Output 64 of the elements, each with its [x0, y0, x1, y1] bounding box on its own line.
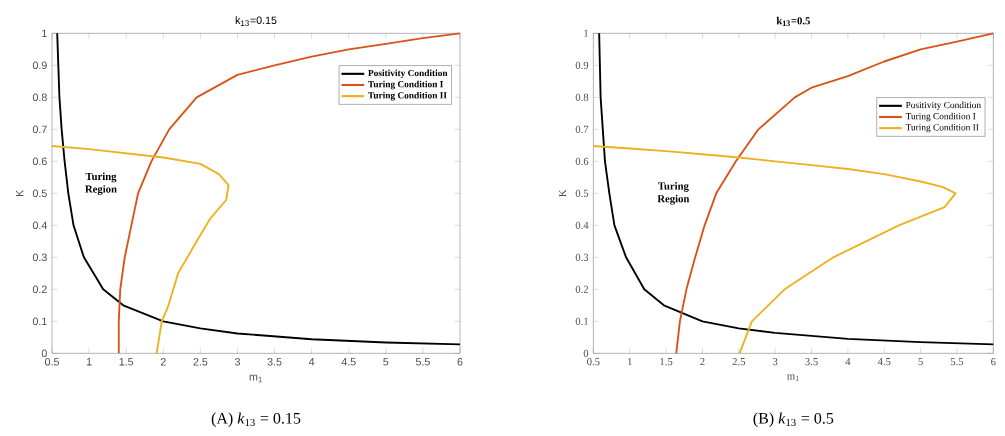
x-tick-label: 3 [772, 358, 778, 366]
y-tick-label: 0.9 [575, 61, 589, 69]
line-series [56, 32, 461, 346]
x-tick-label: 5 [918, 358, 923, 366]
y-tick-label: 1 [584, 29, 588, 37]
annotation: Turing Region [657, 182, 690, 205]
x-tick-label: 5.5 [950, 358, 964, 366]
x-tick-label: 5.5 [415, 358, 430, 366]
x-tick-label: 3 [234, 358, 240, 366]
y-tick-label: 0.8 [575, 93, 589, 101]
x-tick-label: 2.5 [732, 358, 746, 366]
x-tick-label: 6 [991, 358, 996, 366]
line-series [598, 32, 995, 346]
line-series [117, 32, 461, 355]
y-tick-label: 0.9 [32, 61, 47, 70]
y-tick-label: 0.3 [32, 253, 47, 262]
y-tick-label: 0.1 [32, 317, 47, 326]
y-tick-label: 0.4 [575, 221, 589, 229]
chart-title: k$_{13}$=0.15 [235, 16, 277, 26]
x-tick-label: 4.5 [877, 358, 891, 366]
y-tick-label: 0.7 [575, 125, 589, 133]
y-tick-label: 0.5 [32, 189, 47, 198]
x-tick-label: 5 [383, 358, 389, 366]
x-tick-label: 2 [700, 358, 705, 366]
x-axis-title: m$_{1}$ [249, 374, 262, 383]
x-tick-label: 4.5 [341, 358, 356, 366]
y-tick-label: 0.4 [32, 221, 47, 230]
legend-label: Positivity Condition [368, 69, 448, 79]
x-tick-label: 1.5 [119, 358, 134, 366]
y-tick-label: 0.3 [575, 253, 589, 261]
y-tick-label: 0.2 [575, 285, 589, 293]
y-axis-title: K [559, 189, 567, 197]
chart-title: k$_{13}$=0.5 [776, 16, 810, 26]
legend-label: Turing Condition II [368, 91, 447, 101]
y-tick-label: 0.6 [32, 157, 47, 166]
text: (B) k$_{13}$ = 0.5 [753, 412, 834, 427]
annotation: Turing Region [85, 172, 117, 195]
y-tick-label: 0 [583, 349, 589, 357]
y-tick-label: 0.5 [575, 189, 589, 197]
x-tick-label: 4 [308, 358, 315, 366]
x-tick-label: 1 [627, 358, 632, 366]
legend-label: Turing Condition I [905, 112, 976, 122]
legend-label: Positivity Condition [905, 101, 981, 111]
x-tick-label: 1.5 [660, 358, 673, 366]
legend-label: Turing Condition II [905, 123, 979, 133]
y-tick-label: 1 [42, 29, 47, 37]
x-tick-label: 6 [457, 358, 463, 366]
y-tick-label: 0.6 [575, 157, 589, 165]
x-tick-label: 2.5 [193, 358, 208, 366]
y-tick-label: 0.1 [575, 317, 588, 325]
line-series [592, 145, 957, 355]
x-tick-label: 1 [86, 358, 92, 366]
y-tick-label: 0.8 [32, 93, 47, 102]
y-tick-label: 0.2 [32, 285, 47, 294]
y-tick-label: 0 [41, 349, 47, 358]
y-tick-label: 0.7 [32, 125, 47, 134]
x-tick-label: 3.5 [805, 358, 818, 366]
x-axis-title: m$_{1}$ [787, 374, 799, 382]
x-tick-label: 2 [160, 358, 166, 366]
x-tick-label: 4 [845, 358, 851, 366]
x-tick-label: 3.5 [267, 358, 282, 366]
text: (A) k$_{13}$ = 0.15 [211, 412, 301, 427]
y-axis-title: K [15, 189, 24, 197]
legend-label: Turing Condition I [368, 80, 444, 90]
